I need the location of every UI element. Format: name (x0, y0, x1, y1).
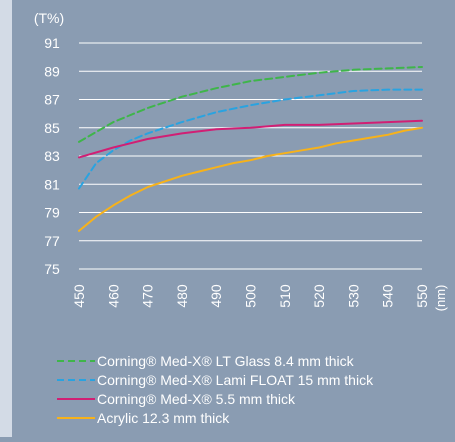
x-tick-label: 470 (140, 284, 156, 308)
x-tick-label: 490 (208, 284, 224, 308)
x-tick-label: 520 (311, 284, 327, 308)
series-line-4 (78, 126, 423, 232)
legend-label-2: Corning® Med-X® Lami FLOAT 15 mm thick (97, 372, 374, 388)
x-tick-label: 450 (71, 284, 87, 308)
y-tick-label: 77 (44, 233, 60, 249)
y-tick-label: 87 (44, 92, 60, 108)
left-panel-strip (0, 0, 12, 437)
x-tick-label: 460 (105, 284, 121, 308)
series-line-2 (78, 88, 423, 190)
x-tick-label: 500 (243, 284, 259, 308)
legend-label-1: Corning® Med-X® LT Glass 8.4 mm thick (97, 353, 355, 369)
y-tick-label: 83 (44, 148, 60, 164)
x-tick-label: 510 (277, 284, 293, 308)
legend-label-3: Corning® Med-X® 5.5 mm thick (97, 391, 296, 407)
y-tick-label: 91 (44, 35, 60, 51)
x-tick-label: 540 (380, 284, 396, 308)
series-line-3 (78, 119, 423, 159)
y-tick-label: 75 (44, 261, 60, 277)
x-tick-label: 550 (414, 284, 430, 308)
legend-label-4: Acrylic 12.3 mm thick (97, 410, 230, 426)
y-tick-label: 85 (44, 120, 60, 136)
y-tick-label: 89 (44, 63, 60, 79)
x-tick-label: 480 (174, 284, 190, 308)
x-axis-unit: (nm) (433, 285, 448, 312)
y-axis-unit: (T%) (34, 10, 64, 26)
y-tick-label: 81 (44, 176, 60, 192)
x-tick-label: 530 (345, 284, 361, 308)
series-line-1 (78, 66, 423, 143)
y-tick-label: 79 (44, 205, 60, 221)
